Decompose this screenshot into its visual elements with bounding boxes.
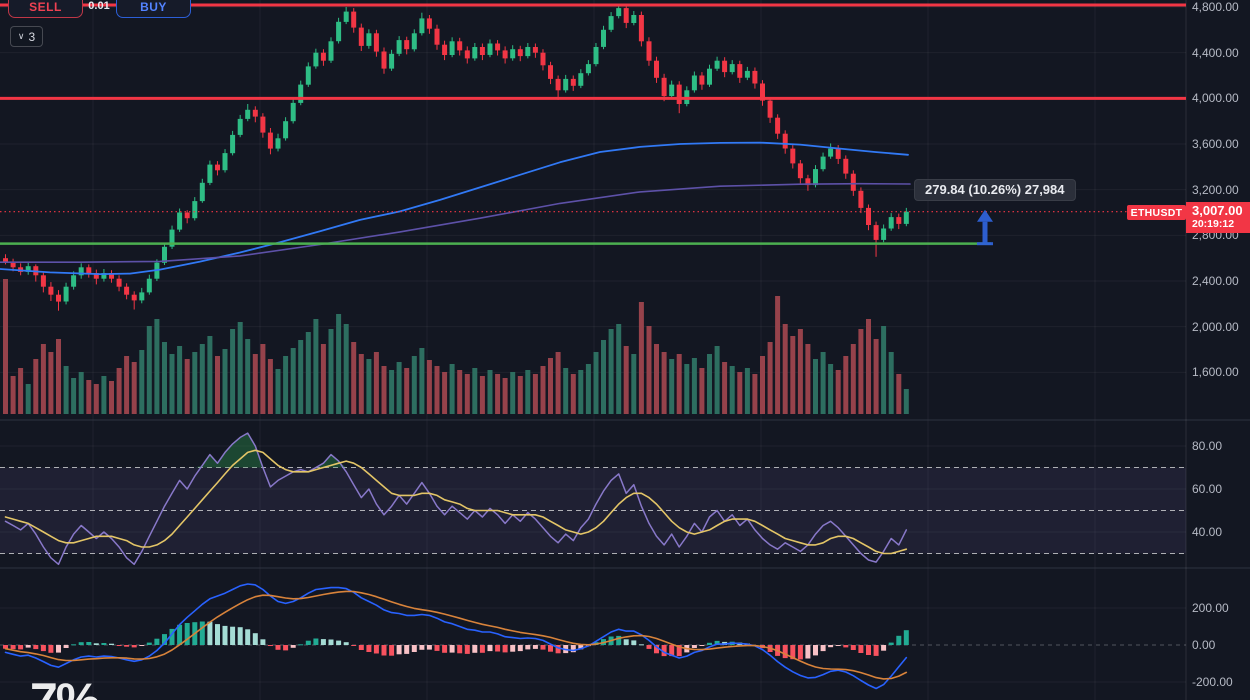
volume-series bbox=[3, 279, 909, 414]
macd-line bbox=[4, 583, 908, 690]
rsi-line bbox=[4, 432, 908, 566]
measure-tooltip: 279.84 (10.26%) 27,984 bbox=[914, 179, 1076, 201]
rsi-ma-line bbox=[4, 449, 908, 555]
measure-tooltip-text: 279.84 (10.26%) 27,984 bbox=[925, 182, 1065, 197]
measure-arrow[interactable] bbox=[977, 209, 993, 246]
candlestick-series bbox=[3, 3, 909, 311]
timeframe-dropdown[interactable]: ∨ 3 bbox=[10, 26, 43, 47]
bar-countdown: 20:19:12 bbox=[1192, 218, 1235, 230]
symbol-badge: ETHUSDT bbox=[1127, 205, 1186, 220]
symbol-label: ETHUSDT bbox=[1130, 206, 1183, 219]
ma-slow-line bbox=[0, 182, 911, 264]
buy-button[interactable]: BUY bbox=[116, 0, 191, 18]
timeframe-value: 3 bbox=[28, 29, 36, 44]
sell-button-label: SELL bbox=[29, 0, 62, 14]
rsi-overbought-fill bbox=[5, 433, 907, 468]
macd-histogram bbox=[3, 621, 909, 660]
quantity-value: 0.01 bbox=[88, 0, 110, 12]
chevron-down-icon: ∨ bbox=[17, 31, 25, 41]
buy-button-label: BUY bbox=[140, 0, 167, 14]
sell-button[interactable]: SELL bbox=[8, 0, 83, 18]
last-price-label: 3,007.00 20:19:12 bbox=[1186, 202, 1250, 233]
watermark-text: 7% bbox=[30, 673, 100, 700]
macd-signal-line bbox=[4, 590, 908, 680]
watermark-logo: 7% bbox=[30, 673, 100, 700]
last-price-value: 3,007.00 bbox=[1192, 203, 1243, 218]
quantity-field[interactable]: 0.01 bbox=[84, 0, 114, 12]
ma-fast-line bbox=[0, 141, 909, 276]
